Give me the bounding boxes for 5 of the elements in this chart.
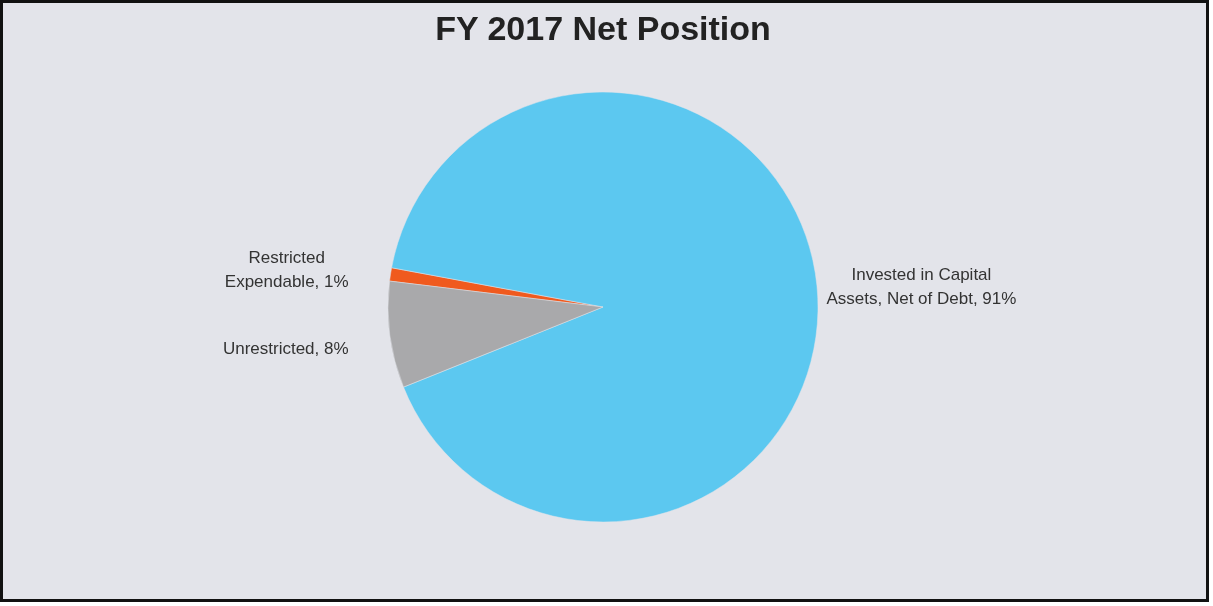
- slice-label: Invested in Capital Assets, Net of Debt, 91%: [826, 265, 1017, 309]
- slice-label: Restricted Expendable, 1%: [224, 248, 349, 292]
- pie-slice: [391, 91, 819, 523]
- chart-title: FY 2017 Net Position: [435, 9, 771, 47]
- slice-label: Unrestricted, 8%: [222, 338, 349, 358]
